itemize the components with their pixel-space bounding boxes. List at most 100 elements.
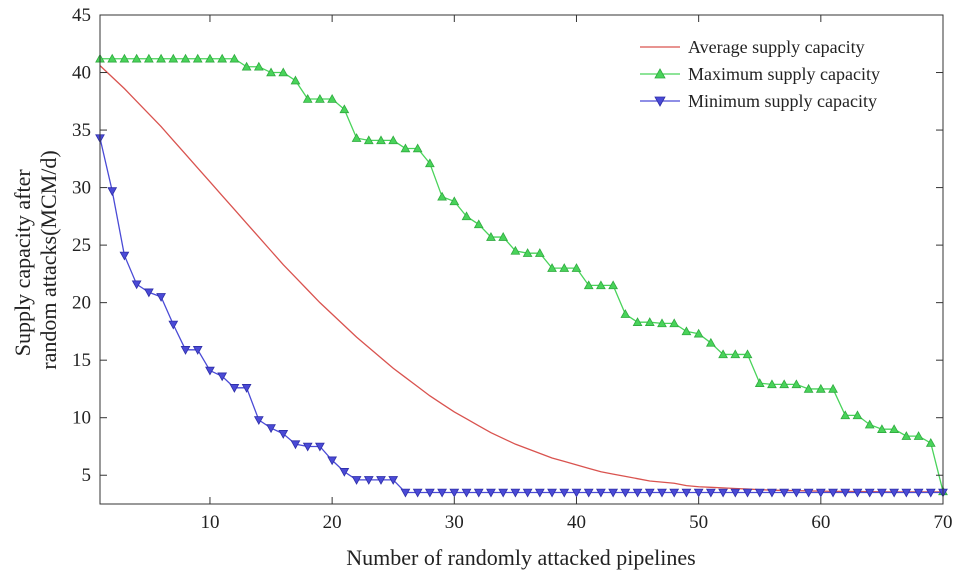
data-point-maximum <box>131 53 142 63</box>
data-point-minimum <box>889 488 900 498</box>
data-point-maximum <box>669 318 680 328</box>
data-point-maximum <box>644 317 655 326</box>
data-point-maximum <box>473 219 484 229</box>
data-point-minimum <box>424 488 435 498</box>
data-point-minimum <box>559 488 570 498</box>
data-point-maximum <box>742 349 753 359</box>
data-point-maximum <box>461 211 472 221</box>
axes-frame <box>99 14 944 505</box>
data-point-minimum <box>681 488 692 498</box>
x-axis-label: Number of randomly attacked pipelines <box>346 545 695 570</box>
data-point-maximum <box>852 410 863 420</box>
data-point-minimum <box>815 488 826 498</box>
data-point-maximum <box>156 53 166 63</box>
y-tick-label: 5 <box>82 465 92 486</box>
data-point-minimum <box>767 488 777 498</box>
data-point-maximum <box>168 53 179 63</box>
data-point-maximum <box>620 309 631 318</box>
data-point-maximum <box>583 280 594 290</box>
data-point-minimum <box>290 440 301 450</box>
data-point-minimum <box>718 488 728 498</box>
y-tick-label: 40 <box>72 63 91 84</box>
ticks-layer: 10 20 30 40 50 60 70 5 10 15 20 25 30 35 40 45 <box>72 5 953 533</box>
data-point-minimum <box>571 488 582 498</box>
data-point-minimum <box>705 488 716 498</box>
data-point-maximum <box>486 232 496 241</box>
data-point-minimum <box>278 430 289 439</box>
series-average <box>99 65 943 493</box>
data-point-minimum <box>608 488 619 498</box>
data-point-minimum <box>131 280 142 290</box>
data-point-minimum <box>620 488 631 498</box>
series-line-average <box>99 65 943 493</box>
data-point-minimum <box>632 488 643 498</box>
data-point-minimum <box>852 488 863 498</box>
data-point-maximum <box>803 383 814 393</box>
series-line-minimum <box>99 137 943 494</box>
data-point-minimum <box>730 488 741 498</box>
data-point-minimum <box>864 488 875 498</box>
data-point-maximum <box>718 349 728 359</box>
legend-label-average: Average supply capacity <box>688 37 865 57</box>
series-minimum <box>95 134 948 498</box>
data-point-minimum <box>828 488 838 498</box>
data-point-maximum <box>889 424 900 433</box>
legend: Average supply capacity Maximum supply c… <box>640 37 880 111</box>
y-axis-label-line-1: Supply capacity after <box>10 169 35 357</box>
data-point-maximum <box>400 143 411 153</box>
axes-layer <box>99 14 944 505</box>
data-point-maximum <box>547 263 557 272</box>
legend-marker-minimum <box>654 96 666 107</box>
x-tick-label: 60 <box>811 512 830 533</box>
data-point-minimum <box>669 488 680 498</box>
data-point-minimum <box>473 488 484 498</box>
data-point-minimum <box>412 488 423 498</box>
data-point-minimum <box>742 488 753 498</box>
data-point-minimum <box>180 346 191 355</box>
data-point-minimum <box>363 476 374 485</box>
data-point-maximum <box>681 326 692 336</box>
y-tick-label: 30 <box>72 178 91 199</box>
data-point-maximum <box>302 93 313 103</box>
x-tick-label: 30 <box>445 512 464 533</box>
data-point-minimum <box>229 384 240 393</box>
data-point-minimum <box>327 456 338 466</box>
data-point-maximum <box>315 93 325 103</box>
data-point-minimum <box>253 416 264 426</box>
data-point-maximum <box>119 53 130 63</box>
data-point-maximum <box>925 437 936 447</box>
data-point-minimum <box>583 488 594 498</box>
data-point-maximum <box>901 431 912 440</box>
data-point-minimum <box>510 488 521 498</box>
data-point-minimum <box>840 488 851 498</box>
data-point-minimum <box>302 442 313 452</box>
data-point-maximum <box>351 133 362 142</box>
data-point-minimum <box>143 288 154 298</box>
data-point-maximum <box>278 67 289 77</box>
data-point-minimum <box>803 488 814 498</box>
data-point-maximum <box>913 431 924 440</box>
data-point-maximum <box>534 248 545 257</box>
data-point-minimum <box>400 488 411 498</box>
series-layer <box>95 53 948 498</box>
data-point-minimum <box>437 488 447 498</box>
data-point-minimum <box>547 488 557 498</box>
x-tick-label: 40 <box>567 512 586 533</box>
data-point-maximum <box>424 158 435 168</box>
data-point-minimum <box>901 488 912 498</box>
y-tick-label: 45 <box>72 5 91 26</box>
data-point-maximum <box>376 135 386 145</box>
data-point-minimum <box>754 488 765 498</box>
data-point-maximum <box>632 317 643 326</box>
data-point-maximum <box>266 67 276 77</box>
data-point-minimum <box>498 488 509 498</box>
data-point-maximum <box>107 53 118 63</box>
y-tick-label: 20 <box>72 293 91 314</box>
data-point-maximum <box>705 337 716 347</box>
legend-label-minimum: Minimum supply capacity <box>688 91 877 111</box>
data-point-minimum <box>693 488 704 498</box>
data-point-maximum <box>327 93 338 103</box>
data-point-minimum <box>461 488 472 498</box>
data-point-maximum <box>241 61 252 71</box>
